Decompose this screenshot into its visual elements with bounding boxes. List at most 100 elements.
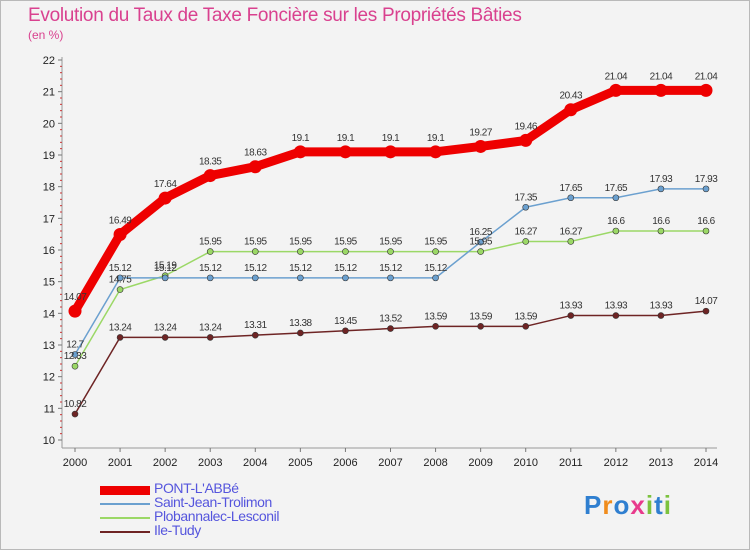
data-point-ile-tudy: [567, 312, 575, 319]
data-label-saint-jean-trolimon: 17.65: [560, 183, 583, 194]
data-label-pont-l-abb: 21.04: [695, 71, 718, 82]
logo-letter: x: [630, 490, 646, 520]
x-tick-label: 2012: [604, 457, 628, 469]
legend-swatch: [100, 486, 150, 495]
y-tick-label: 13: [43, 340, 55, 352]
y-tick-label: 10: [43, 435, 55, 447]
data-label-ile-tudy: 13.38: [289, 318, 312, 329]
data-label-plobannalec-lesconil: 16.6: [697, 216, 715, 227]
data-label-saint-jean-trolimon: 16.25: [469, 227, 492, 238]
data-label-pont-l-abb: 21.04: [650, 71, 673, 82]
y-tick-label: 15: [43, 277, 55, 289]
data-label-ile-tudy: 13.24: [199, 322, 222, 333]
data-point-saint-jean-trolimon: [387, 274, 394, 282]
data-point-ile-tudy: [612, 312, 620, 319]
legend-label: Saint-Jean-Trolimon: [154, 494, 272, 510]
data-label-plobannalec-lesconil: 15.95: [379, 237, 402, 248]
data-point-plobannalec-lesconil: [522, 238, 530, 245]
data-point-saint-jean-trolimon: [116, 274, 124, 282]
legend-label: Plobannalec-Lesconil: [154, 508, 280, 524]
data-label-saint-jean-trolimon: 17.65: [605, 183, 628, 194]
data-point-ile-tudy: [657, 312, 665, 319]
chart-series: [68, 83, 713, 418]
data-point-saint-jean-trolimon: [702, 185, 710, 193]
x-tick-label: 2000: [63, 457, 87, 469]
legend-swatch: [100, 503, 150, 505]
data-point-ile-tudy: [251, 331, 259, 339]
data-label-plobannalec-lesconil: 14.75: [109, 275, 132, 286]
data-label-plobannalec-lesconil: 16.27: [514, 226, 537, 237]
data-label-ile-tudy: 14.07: [695, 296, 718, 307]
data-label-pont-l-abb: 19.1: [337, 133, 355, 144]
data-point-pont-l-abb: [384, 145, 397, 159]
data-point-pont-l-abb: [158, 191, 172, 205]
data-label-plobannalec-lesconil: 15.95: [424, 237, 447, 248]
data-label-pont-l-abb: 20.43: [560, 91, 583, 102]
data-point-ile-tudy: [71, 410, 79, 418]
y-tick-label: 11: [44, 403, 55, 415]
data-point-pont-l-abb: [609, 83, 623, 97]
chart-title: Evolution du Taux de Taxe Foncière sur l…: [28, 5, 522, 26]
y-tick-label: 21: [43, 87, 55, 99]
data-label-plobannalec-lesconil: 16.27: [560, 226, 583, 237]
data-point-plobannalec-lesconil: [297, 248, 304, 255]
data-label-pont-l-abb: 19.1: [292, 133, 310, 144]
y-tick-label: 18: [43, 182, 55, 194]
data-point-plobannalec-lesconil: [116, 286, 124, 293]
data-label-plobannalec-lesconil: 15.95: [289, 237, 312, 248]
data-label-ile-tudy: 13.24: [109, 322, 132, 333]
proxiti-logo: Proxiti: [584, 490, 672, 521]
data-label-saint-jean-trolimon: 17.35: [514, 192, 537, 203]
x-tick-label: 2009: [468, 457, 492, 469]
data-point-ile-tudy: [342, 327, 349, 335]
logo-letter: P: [584, 490, 603, 520]
legend-label: PONT-L'ABBé: [154, 480, 239, 496]
logo-letter: r: [602, 490, 614, 520]
data-point-ile-tudy: [522, 323, 530, 330]
x-tick-label: 2004: [243, 457, 267, 469]
data-point-saint-jean-trolimon: [161, 274, 169, 282]
data-label-pont-l-abb: 19.1: [427, 133, 445, 144]
data-label-pont-l-abb: 19.1: [382, 133, 400, 144]
data-point-plobannalec-lesconil: [251, 248, 259, 255]
data-point-plobannalec-lesconil: [342, 248, 349, 255]
x-tick-label: 2007: [378, 457, 402, 469]
data-point-saint-jean-trolimon: [522, 203, 530, 211]
data-label-ile-tudy: 13.93: [560, 301, 583, 312]
data-label-plobannalec-lesconil: 12.33: [64, 351, 87, 362]
legend-swatch: [100, 531, 150, 533]
data-point-plobannalec-lesconil: [432, 248, 439, 255]
data-label-saint-jean-trolimon: 15.12: [199, 263, 222, 274]
logo-letter: t: [654, 490, 664, 520]
data-label-ile-tudy: 13.45: [334, 316, 357, 327]
data-label-saint-jean-trolimon: 15.12: [334, 263, 357, 274]
y-tick-label: 20: [43, 118, 55, 130]
data-point-pont-l-abb: [519, 133, 533, 147]
y-tick-label: 19: [43, 150, 55, 162]
legend-swatch: [100, 517, 150, 519]
data-point-pont-l-abb: [248, 160, 262, 174]
data-point-saint-jean-trolimon: [206, 274, 214, 282]
data-label-saint-jean-trolimon: 15.12: [424, 263, 447, 274]
data-point-ile-tudy: [116, 334, 124, 341]
data-label-pont-l-abb: 18.63: [244, 148, 267, 159]
data-label-pont-l-abb: 21.04: [605, 71, 628, 82]
data-point-plobannalec-lesconil: [612, 227, 620, 235]
data-point-pont-l-abb: [338, 145, 352, 159]
data-point-plobannalec-lesconil: [71, 362, 79, 370]
data-point-plobannalec-lesconil: [387, 248, 394, 255]
data-label-saint-jean-trolimon: 15.12: [289, 263, 312, 274]
data-label-ile-tudy: 13.93: [650, 301, 673, 312]
data-point-saint-jean-trolimon: [567, 194, 575, 202]
data-label-saint-jean-trolimon: 15.12: [154, 263, 177, 274]
y-tick-label: 16: [43, 245, 55, 257]
data-label-pont-l-abb: 17.64: [154, 179, 177, 190]
data-point-saint-jean-trolimon: [477, 238, 484, 246]
data-point-ile-tudy: [161, 334, 169, 341]
y-tick-label: 17: [43, 213, 55, 225]
data-label-plobannalec-lesconil: 15.95: [334, 237, 357, 248]
y-tick-label: 12: [43, 372, 55, 384]
data-label-saint-jean-trolimon: 17.93: [695, 174, 718, 185]
data-point-pont-l-abb: [203, 169, 217, 183]
